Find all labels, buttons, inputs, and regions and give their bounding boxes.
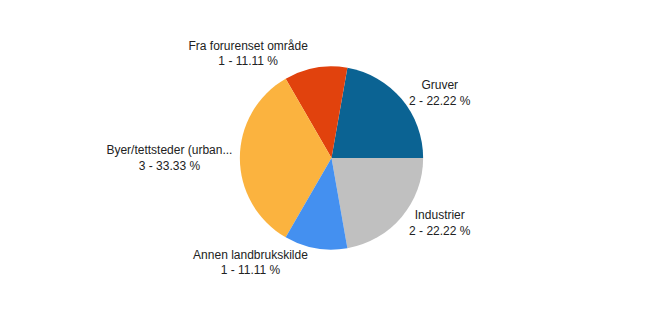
svg-text:Byer/tettsteder (urban...3 - 3: Byer/tettsteder (urban...3 - 33.33 %: [106, 143, 232, 173]
svg-text:Annen landbrukskilde1 - 11.11: Annen landbrukskilde1 - 11.11 %: [193, 248, 308, 278]
svg-text:Fra forurenset område1 - 11.11: Fra forurenset område1 - 11.11 %: [188, 39, 308, 69]
svg-text:Gruver2 - 22.22 %: Gruver2 - 22.22 %: [409, 78, 471, 108]
svg-text:Industrier2 - 22.22 %: Industrier2 - 22.22 %: [409, 208, 471, 238]
